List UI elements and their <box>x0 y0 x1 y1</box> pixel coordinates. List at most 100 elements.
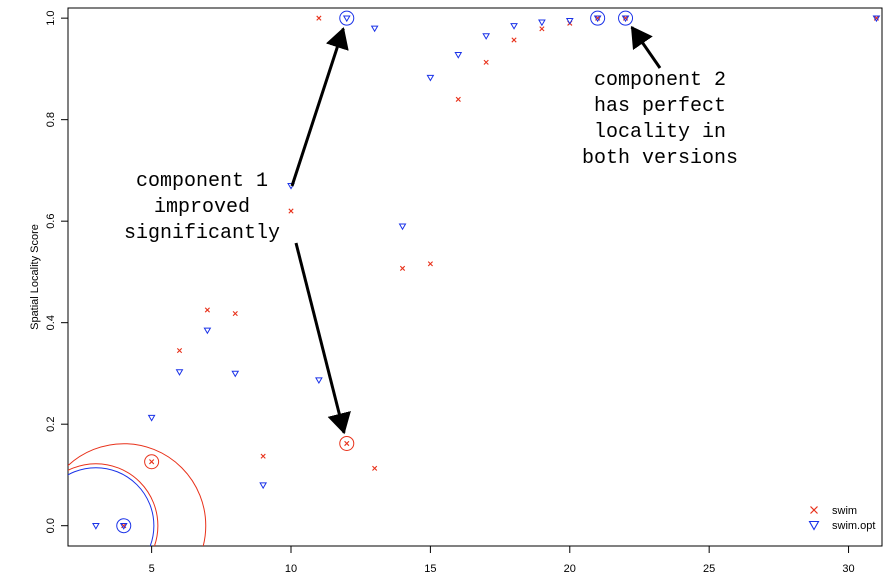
swim-opt-point <box>315 377 323 385</box>
swim-point-stroke <box>873 15 880 21</box>
swim-point <box>511 37 517 43</box>
legend-swim-opt-marker <box>808 520 820 531</box>
legend-item: swim.opt <box>808 520 875 532</box>
x-tick-label: 10 <box>285 563 297 575</box>
swim-point-stroke <box>176 348 183 354</box>
swim-opt-point <box>593 15 602 23</box>
annotation-arrow <box>290 27 349 187</box>
plot-frame <box>67 7 883 547</box>
y-tick-label: 0.0 <box>45 518 57 533</box>
swim-point-stroke <box>288 208 294 214</box>
swim-point <box>232 310 238 317</box>
swim-point-stroke <box>232 310 238 317</box>
annotation-text: significantly <box>124 222 280 245</box>
swim-opt-point <box>231 370 240 378</box>
annotation-arrow <box>630 25 662 69</box>
x-tick-label: 25 <box>703 563 715 575</box>
highlight-circle <box>339 435 355 451</box>
x-tick-label: 15 <box>424 563 436 575</box>
swim-opt-point <box>342 15 351 23</box>
swim-opt-point <box>147 414 156 422</box>
annotation-text: component 2 <box>594 69 726 92</box>
highlight-circle <box>144 454 160 470</box>
swim-opt-point <box>510 23 518 30</box>
swim-point <box>595 15 601 21</box>
swim-point <box>149 459 155 465</box>
y-tick-label: 0.6 <box>45 214 57 229</box>
swim-point <box>455 96 461 102</box>
swim-point-stroke <box>149 459 155 465</box>
y-tick-label: 0.8 <box>45 112 57 127</box>
annotation-text: both versions <box>582 147 738 170</box>
highlight-circle <box>590 10 606 26</box>
swim-point-stroke <box>372 465 378 471</box>
legend-swim-marker <box>810 506 818 514</box>
swim-point-stroke <box>260 453 266 459</box>
swim-opt-point <box>482 33 491 40</box>
swim-point <box>372 465 378 471</box>
swim-opt-point <box>119 522 128 530</box>
highlight-circle <box>618 10 634 26</box>
swim-point-stroke <box>595 15 601 21</box>
swim-opt-point <box>203 327 212 335</box>
annotation-text: improved <box>154 196 250 219</box>
highlight-circle <box>68 467 155 546</box>
swim-point <box>121 523 127 529</box>
highlight-circle <box>68 443 207 546</box>
y-tick-label: 0.4 <box>45 315 57 330</box>
y-axis-label: Spatial Locality Score <box>29 224 41 330</box>
x-tick-label: 5 <box>149 563 155 575</box>
annotation-text: locality in <box>594 121 726 144</box>
swim-point <box>873 15 880 21</box>
y-tick-label: 0.2 <box>45 417 57 432</box>
swim-opt-point <box>565 17 574 25</box>
swim-point <box>176 348 183 354</box>
highlight-circle <box>68 463 159 546</box>
swim-opt-point <box>426 74 435 82</box>
swim-opt-point <box>621 15 630 23</box>
legend-label: swim.opt <box>832 520 875 532</box>
highlight-circle <box>116 518 132 534</box>
legend-item: swim <box>810 505 857 517</box>
swim-point-stroke <box>316 15 322 21</box>
swim-point-stroke <box>121 523 127 529</box>
swim-opt-point <box>370 25 379 33</box>
swim-opt-point <box>398 223 407 231</box>
swim-opt-point <box>538 19 546 27</box>
swim-point <box>427 261 433 267</box>
swim-point <box>316 15 322 21</box>
y-tick-label: 1.0 <box>45 11 57 26</box>
swim-point-stroke <box>455 96 461 102</box>
swim-opt-point <box>92 522 100 530</box>
x-tick-label: 20 <box>564 563 576 575</box>
annotation-arrow <box>294 242 351 435</box>
swim-point-stroke <box>483 59 489 65</box>
legend: swim swim.opt <box>808 505 875 532</box>
swim-opt-point <box>175 369 184 376</box>
swim-point-stroke <box>204 307 210 313</box>
legend-label: swim <box>832 505 857 517</box>
swim-point <box>539 26 545 32</box>
swim-point <box>260 453 266 459</box>
swim-point <box>344 440 350 447</box>
swim-opt-point <box>454 51 463 59</box>
swim-opt-point <box>259 482 268 490</box>
annotation-text: component 1 <box>136 170 268 193</box>
swim-point-stroke <box>427 261 433 267</box>
highlight-circle <box>339 10 355 26</box>
x-axis: 5 10 15 20 25 30 <box>149 545 855 575</box>
swim-point <box>399 265 406 271</box>
swim-point-stroke <box>622 15 629 21</box>
swim-point-stroke <box>344 440 350 447</box>
annotations: component 1 improved significantly componen… <box>124 25 738 435</box>
highlight-circles <box>68 10 634 546</box>
swim-point-stroke <box>511 37 517 43</box>
annotation-text: has perfect <box>594 95 726 118</box>
y-axis: 0.0 0.2 0.4 0.6 0.8 1.0 <box>45 11 69 533</box>
data-points <box>92 15 881 530</box>
swim-point <box>622 15 629 21</box>
swim-opt-point <box>872 15 881 23</box>
swim-point <box>483 59 489 65</box>
swim-point-stroke <box>399 265 406 271</box>
